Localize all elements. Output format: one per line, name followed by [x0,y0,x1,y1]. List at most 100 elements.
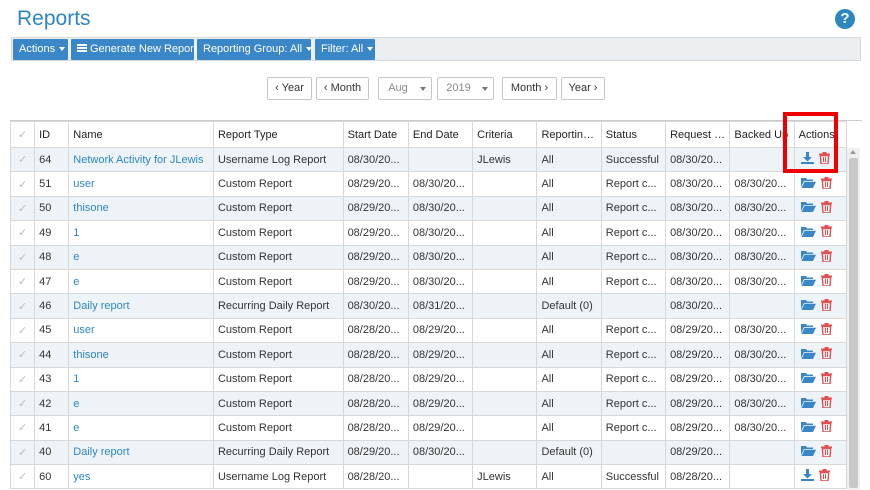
table-row[interactable]: ✓ 64 Network Activity for JLewis Username L… [10,146,848,173]
table-row[interactable]: ✓ 44 thisone Custom Report 08/28/20... 08/29/… [10,342,848,368]
cell-name[interactable]: user [68,317,214,344]
folder-icon[interactable] [800,348,816,362]
row-checkbox[interactable]: ✓ [10,439,36,466]
trash-icon[interactable] [820,371,832,387]
next-month-button[interactable]: Month › [502,77,557,100]
actions-menu-button[interactable]: Actions [13,39,68,60]
row-checkbox[interactable]: ✓ [10,146,36,173]
scrollbar-thumb[interactable] [849,158,858,488]
row-checkbox[interactable]: ✓ [10,415,36,441]
column-header-id[interactable]: ID [34,121,70,148]
table-row[interactable]: ✓ 41 e Custom Report 08/28/20... 08/29/20... A… [10,415,848,441]
cell-name[interactable]: 1 [68,366,214,392]
cell-name[interactable]: Daily report [68,293,214,319]
folder-icon[interactable] [800,275,816,289]
trash-icon[interactable] [820,274,832,289]
table-row[interactable]: ✓ 43 1 Custom Report 08/28/20... 08/29/20... A… [10,366,848,392]
cell-name[interactable]: thisone [68,195,214,222]
cell-name[interactable]: Network Activity for JLewis [68,146,214,173]
cell-start-date: 08/30/20... [342,293,409,319]
vertical-scrollbar[interactable] [847,148,860,490]
trash-icon[interactable] [818,469,830,484]
trash-icon[interactable] [820,444,832,460]
column-header-status[interactable]: Status [600,121,667,148]
cell-request-date: 08/28/20... [665,464,731,490]
cell-name[interactable]: yes [68,464,214,490]
table-row[interactable]: ✓ 50 thisone Custom Report 08/29/20... 08/30/… [10,195,848,222]
help-icon[interactable]: ? [835,9,855,29]
column-header-end-date[interactable]: End Date [407,121,474,148]
column-header-report-type[interactable]: Report Type [212,121,344,148]
folder-icon[interactable] [800,445,816,459]
month-select[interactable]: Aug [378,77,432,100]
cell-start-date: 08/28/20... [342,366,409,392]
column-header-request-date[interactable]: Request Date [665,121,731,148]
folder-icon[interactable] [800,250,816,264]
column-header-backed-up[interactable]: Backed Up [729,121,795,148]
row-checkbox[interactable]: ✓ [10,220,36,246]
column-header-start-date[interactable]: Start Date [342,121,409,148]
table-row[interactable]: ✓ 40 Daily report Recurring Daily Report 08/… [10,439,848,466]
folder-icon[interactable] [800,201,816,215]
trash-icon[interactable] [820,322,832,338]
row-checkbox[interactable]: ✓ [10,390,36,417]
trash-icon[interactable] [820,225,832,240]
trash-icon[interactable] [818,152,830,167]
scroll-up-icon[interactable] [850,150,856,154]
row-checkbox[interactable]: ✓ [10,342,36,368]
folder-icon[interactable] [800,421,816,435]
trash-icon[interactable] [820,347,832,362]
cell-name[interactable]: e [68,268,214,295]
previous-year-button[interactable]: ‹ Year [267,77,312,100]
table-row[interactable]: ✓ 51 user Custom Report 08/29/20... 08/30/20.… [10,171,848,197]
cell-start-date: 08/28/20... [342,317,409,344]
folder-icon[interactable] [800,177,816,191]
folder-icon[interactable] [800,299,816,313]
row-checkbox[interactable]: ✓ [10,317,36,344]
trash-icon[interactable] [820,176,832,192]
trash-icon[interactable] [820,396,832,411]
table-row[interactable]: ✓ 45 user Custom Report 08/28/20... 08/29/20.… [10,317,848,344]
folder-icon[interactable] [800,226,816,240]
year-select[interactable]: 2019 [437,77,494,100]
column-header-name[interactable]: Name [68,121,214,148]
column-header-criteria[interactable]: Criteria [472,121,538,148]
cell-name[interactable]: Daily report [68,439,214,466]
folder-icon[interactable] [800,372,816,386]
reporting-group-dropdown[interactable]: Reporting Group: All [197,39,313,60]
select-all-checkbox[interactable]: ✓ [10,121,36,148]
download-icon[interactable] [800,152,814,167]
cell-name[interactable]: e [68,415,214,441]
cell-name[interactable]: user [68,171,214,197]
cell-name[interactable]: e [68,390,214,417]
row-checkbox[interactable]: ✓ [10,244,36,270]
trash-icon[interactable] [820,298,832,314]
download-icon[interactable] [800,469,814,484]
row-checkbox[interactable]: ✓ [10,293,36,319]
next-year-button[interactable]: Year › [561,77,605,100]
trash-icon[interactable] [820,420,832,435]
row-checkbox[interactable]: ✓ [10,195,36,222]
folder-icon[interactable] [800,397,816,411]
cell-name[interactable]: thisone [68,342,214,368]
row-checkbox[interactable]: ✓ [10,366,36,392]
row-checkbox[interactable]: ✓ [10,268,36,295]
cell-name[interactable]: e [68,244,214,270]
table-row[interactable]: ✓ 60 yes Username Log Report 08/28/20... JLew… [10,464,848,490]
previous-month-button[interactable]: ‹ Month [316,77,369,100]
table-row[interactable]: ✓ 46 Daily report Recurring Daily Report 08/… [10,293,848,319]
row-checkbox[interactable]: ✓ [10,464,36,490]
row-checkbox[interactable]: ✓ [10,171,36,197]
cell-name[interactable]: 1 [68,220,214,246]
table-row[interactable]: ✓ 48 e Custom Report 08/29/20... 08/30/20... A… [10,244,848,270]
table-row[interactable]: ✓ 42 e Custom Report 08/28/20... 08/29/20... A… [10,390,848,417]
table-row[interactable]: ✓ 47 e Custom Report 08/29/20... 08/30/20... A… [10,268,848,295]
cell-start-date: 08/29/20... [342,439,409,466]
folder-icon[interactable] [800,323,816,337]
trash-icon[interactable] [820,249,832,265]
column-header-reporting-group[interactable]: Reporting Group [536,121,602,148]
trash-icon[interactable] [820,200,832,216]
generate-new-report-button[interactable]: Generate New Report [71,39,197,60]
table-row[interactable]: ✓ 49 1 Custom Report 08/29/20... 08/30/20... A… [10,220,848,246]
filter-dropdown[interactable]: Filter: All [315,39,375,60]
